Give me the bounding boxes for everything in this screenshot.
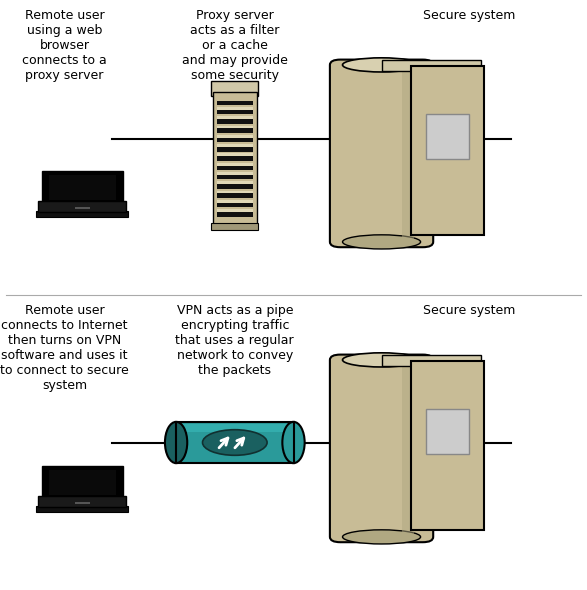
FancyBboxPatch shape (411, 67, 484, 235)
Text: Proxy server
acts as a filter
or a cache
and may provide
some security: Proxy server acts as a filter or a cache… (182, 9, 288, 82)
FancyBboxPatch shape (330, 355, 433, 542)
Bar (217, 110, 253, 114)
Bar (217, 203, 253, 207)
Bar (75, 502, 89, 504)
Bar (217, 181, 253, 184)
Bar (217, 137, 253, 142)
Ellipse shape (343, 353, 421, 367)
FancyBboxPatch shape (213, 93, 257, 225)
Bar (217, 144, 253, 147)
Bar (176, 422, 294, 463)
Bar (176, 424, 294, 432)
Bar (217, 184, 253, 189)
FancyBboxPatch shape (49, 470, 116, 494)
FancyBboxPatch shape (426, 114, 470, 159)
Bar (75, 206, 89, 209)
FancyBboxPatch shape (36, 506, 128, 512)
FancyBboxPatch shape (36, 211, 128, 217)
Text: Remote user
using a web
browser
connects to a
proxy server: Remote user using a web browser connects… (22, 9, 107, 82)
Bar (217, 116, 253, 119)
Ellipse shape (165, 422, 187, 463)
Bar (217, 147, 253, 152)
Text: Remote user
connects to Internet
then turns on VPN
software and uses it
to conne: Remote user connects to Internet then tu… (0, 304, 129, 392)
Bar (217, 153, 253, 156)
FancyBboxPatch shape (42, 466, 123, 498)
Ellipse shape (343, 530, 421, 544)
Bar (217, 212, 253, 217)
FancyBboxPatch shape (39, 496, 126, 506)
Bar (217, 156, 253, 161)
Bar (217, 166, 253, 170)
FancyBboxPatch shape (211, 224, 258, 230)
FancyBboxPatch shape (39, 202, 126, 212)
Ellipse shape (343, 58, 421, 72)
Bar (217, 209, 253, 212)
Bar (217, 200, 253, 203)
FancyBboxPatch shape (330, 60, 433, 247)
Bar (382, 355, 481, 366)
FancyBboxPatch shape (426, 409, 470, 454)
FancyBboxPatch shape (411, 361, 484, 530)
FancyBboxPatch shape (42, 171, 123, 203)
Bar (217, 126, 253, 129)
Ellipse shape (282, 422, 305, 463)
Bar (217, 129, 253, 133)
Text: VPN acts as a pipe
encrypting traffic
that uses a regular
network to convey
the : VPN acts as a pipe encrypting traffic th… (176, 304, 294, 377)
Bar (402, 68, 414, 239)
Bar (402, 363, 414, 534)
Bar (217, 194, 253, 198)
FancyBboxPatch shape (211, 81, 258, 97)
Ellipse shape (203, 430, 267, 455)
Text: Secure system: Secure system (423, 9, 516, 22)
Bar (217, 107, 253, 110)
Bar (217, 119, 253, 124)
Bar (217, 172, 253, 175)
Text: Secure system: Secure system (423, 304, 516, 317)
Bar (217, 191, 253, 194)
Bar (217, 175, 253, 179)
FancyBboxPatch shape (49, 175, 116, 199)
Bar (382, 60, 481, 71)
Bar (217, 163, 253, 166)
Bar (217, 100, 253, 105)
Bar (217, 135, 253, 137)
FancyBboxPatch shape (176, 422, 294, 463)
Ellipse shape (343, 235, 421, 249)
